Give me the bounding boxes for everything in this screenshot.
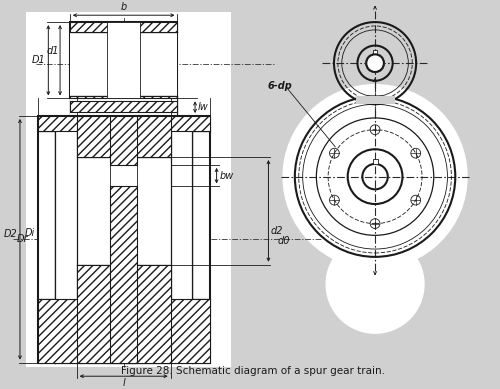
Text: lw: lw <box>198 102 209 112</box>
Polygon shape <box>373 51 377 54</box>
Circle shape <box>283 85 467 268</box>
Polygon shape <box>110 116 138 165</box>
Text: Dr: Dr <box>16 234 28 244</box>
Polygon shape <box>38 299 210 363</box>
Text: D2: D2 <box>4 230 17 239</box>
Polygon shape <box>356 96 395 104</box>
Polygon shape <box>76 265 170 363</box>
Polygon shape <box>70 22 178 98</box>
Polygon shape <box>55 116 192 363</box>
Polygon shape <box>76 116 170 157</box>
Polygon shape <box>38 116 210 131</box>
Polygon shape <box>107 22 140 98</box>
Text: d0: d0 <box>277 236 289 246</box>
Text: Di: Di <box>24 228 34 238</box>
Polygon shape <box>70 32 178 96</box>
Circle shape <box>366 54 384 72</box>
Text: 6-dp: 6-dp <box>268 81 292 91</box>
Circle shape <box>326 235 424 333</box>
Polygon shape <box>70 22 178 32</box>
Polygon shape <box>70 98 178 116</box>
Polygon shape <box>372 159 378 164</box>
Text: l: l <box>122 378 125 388</box>
Text: bw: bw <box>220 171 234 180</box>
Polygon shape <box>70 96 178 98</box>
Polygon shape <box>110 116 138 363</box>
Polygon shape <box>26 12 232 367</box>
Text: d2: d2 <box>270 226 283 237</box>
Polygon shape <box>70 101 178 112</box>
Text: d1: d1 <box>46 46 59 56</box>
Text: Figure 28. Schematic diagram of a spur gear train.: Figure 28. Schematic diagram of a spur g… <box>121 366 385 376</box>
Polygon shape <box>38 116 210 363</box>
Text: b: b <box>120 2 127 12</box>
Text: D1: D1 <box>32 55 46 65</box>
Polygon shape <box>110 186 138 363</box>
